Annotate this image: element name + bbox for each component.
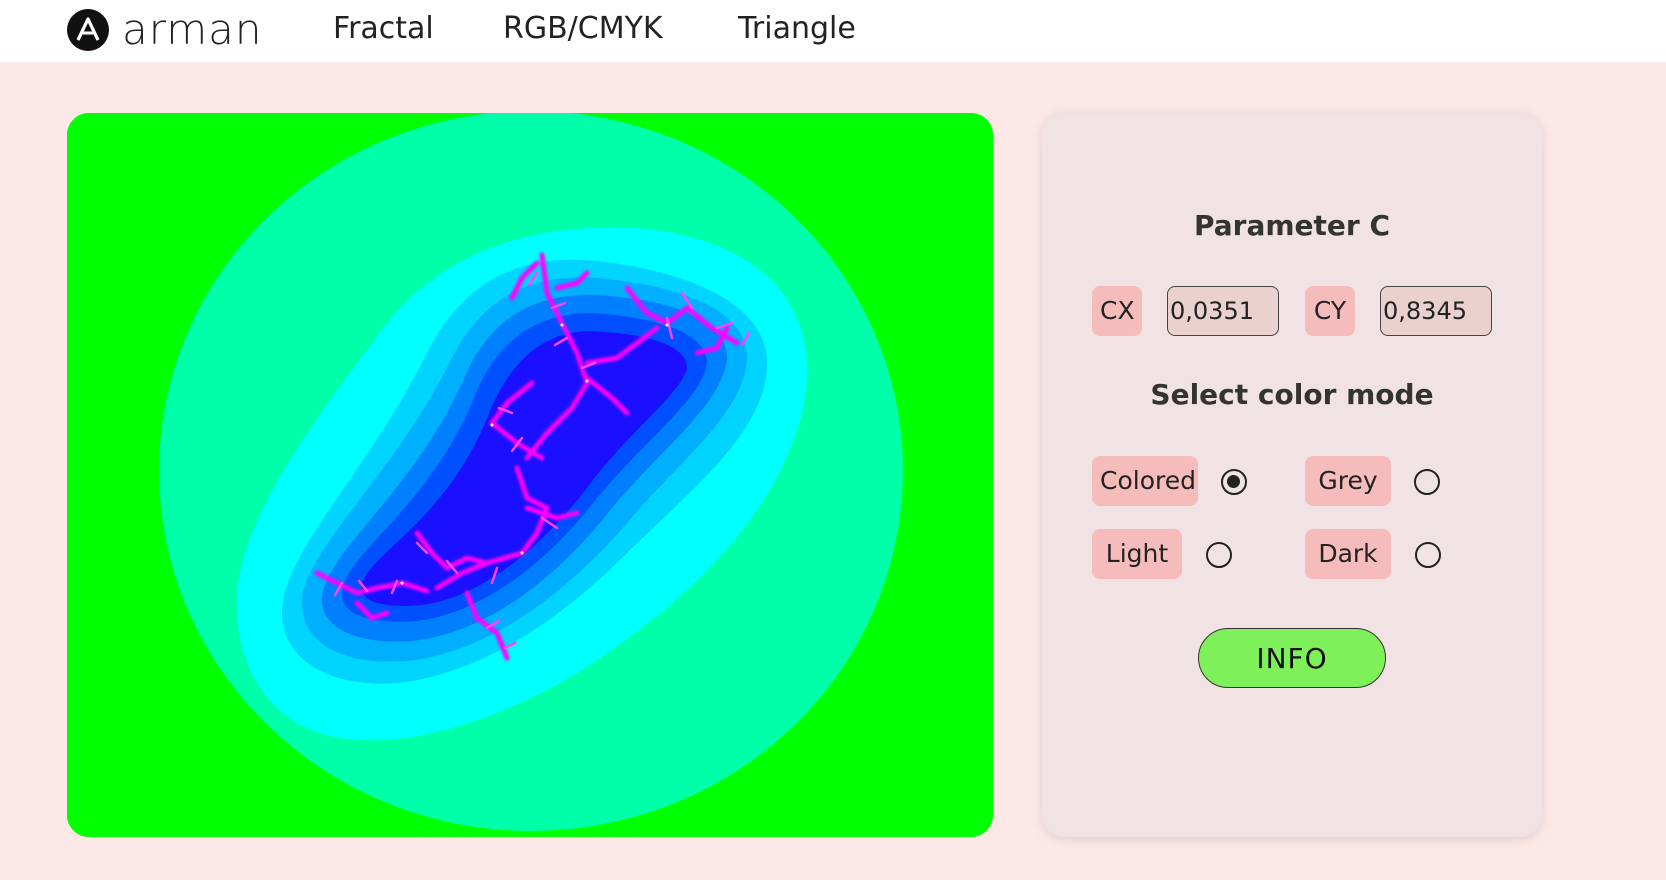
info-button[interactable]: INFO: [1198, 628, 1386, 688]
fractal-image: [67, 113, 993, 837]
colored-radio[interactable]: [1221, 469, 1247, 495]
color-mode-heading: Select color mode: [1150, 378, 1434, 411]
nav-rgb-cmyk[interactable]: RGB/CMYK: [503, 11, 663, 46]
light-label: Light: [1092, 529, 1182, 579]
parameter-c-heading: Parameter C: [1193, 209, 1390, 242]
nav-triangle[interactable]: Triangle: [738, 11, 856, 46]
grey-label: Grey: [1305, 456, 1391, 506]
brand-name[interactable]: arman: [122, 5, 263, 54]
cx-label: CX: [1092, 286, 1142, 336]
dark-label: Dark: [1305, 529, 1391, 579]
light-radio[interactable]: [1206, 542, 1232, 568]
top-navbar: arman Fractal RGB/CMYK Triangle: [0, 0, 1666, 62]
control-panel: Parameter C CX CY Select color mode Colo…: [1042, 113, 1542, 837]
fractal-canvas[interactable]: [67, 113, 993, 837]
colored-label: Colored: [1092, 456, 1198, 506]
arman-logo-icon[interactable]: [66, 8, 110, 52]
nav-fractal[interactable]: Fractal: [333, 11, 434, 46]
dark-radio[interactable]: [1415, 542, 1441, 568]
grey-radio[interactable]: [1414, 469, 1440, 495]
cy-input[interactable]: [1380, 286, 1492, 336]
cy-label: CY: [1305, 286, 1355, 336]
cx-input[interactable]: [1167, 286, 1279, 336]
